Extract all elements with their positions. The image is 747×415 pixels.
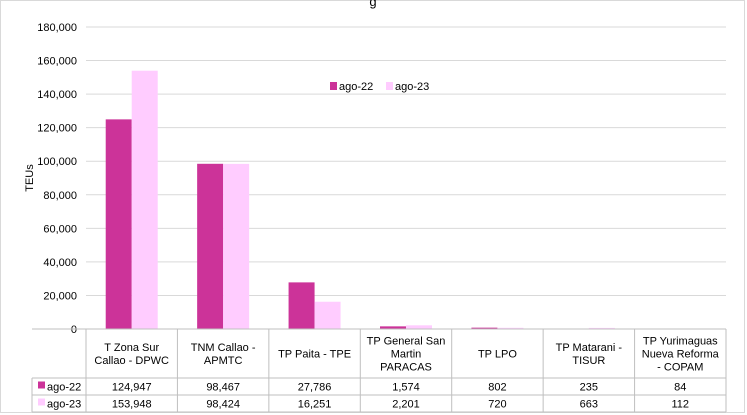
data-cell: 98,424	[206, 399, 240, 411]
legend-label: ago-22	[339, 81, 373, 93]
data-cell: 663	[580, 399, 598, 411]
x-category-label: TNM Callao -APMTC	[191, 342, 256, 367]
x-category-label: TP LPO	[478, 349, 517, 361]
chart-title: g	[369, 0, 376, 9]
bar-ago-22-2	[288, 282, 315, 329]
table-series-label: ago-23	[47, 399, 81, 411]
data-cell: 802	[488, 382, 506, 394]
legend-label: ago-23	[395, 81, 429, 93]
x-category-label: T Zona Sur Callao - DPWC	[94, 342, 169, 367]
legend-key-ago-23	[386, 82, 393, 90]
data-cell: 27,786	[298, 382, 332, 394]
data-cell: 84	[674, 382, 686, 394]
data-cell: 1,574	[392, 382, 420, 394]
y-tick-label: 160,000	[37, 56, 77, 68]
data-cell: 720	[488, 399, 506, 411]
y-tick-label: 20,000	[43, 290, 77, 302]
data-cell: 235	[580, 382, 598, 394]
y-tick-label: 60,000	[43, 223, 77, 235]
x-category-label: TP Matarani -TISUR	[556, 342, 623, 367]
bar-ago-23-0	[131, 70, 158, 329]
bar-ago-23-5	[588, 327, 615, 329]
x-category-label: TP Yurimaguas Nueva Reforma - COPAM	[642, 336, 720, 374]
table-legend-key	[38, 381, 45, 389]
data-cell: 16,251	[298, 399, 332, 411]
bar-ago-22-3	[380, 326, 406, 329]
data-cell: 98,467	[206, 382, 240, 394]
x-category-label: TP General San Martin PARACAS	[367, 336, 446, 374]
bar-ago-22-1	[197, 163, 224, 329]
data-cell: 124,947	[112, 382, 152, 394]
bar-ago-23-1	[223, 163, 250, 329]
data-cell: 2,201	[392, 399, 420, 411]
bar-ago-22-0	[105, 119, 132, 329]
bar-ago-23-2	[314, 301, 341, 329]
y-tick-label: 0	[71, 324, 77, 336]
y-tick-label: 140,000	[37, 89, 77, 101]
table-series-label: ago-22	[47, 382, 81, 394]
legend-key-ago-22	[330, 82, 337, 90]
y-axis-title: TEUs	[24, 164, 36, 192]
y-tick-label: 100,000	[37, 156, 77, 168]
bar-ago-22-4	[471, 327, 498, 329]
data-cell: 112	[672, 399, 690, 411]
x-category-label: TP Paita - TPE	[278, 349, 351, 361]
y-tick-label: 80,000	[43, 190, 77, 202]
data-cell: 153,948	[112, 399, 152, 411]
table-legend-key	[38, 398, 45, 406]
y-tick-label: 40,000	[43, 257, 77, 269]
y-tick-label: 180,000	[37, 22, 77, 34]
bar-ago-23-4	[497, 327, 524, 329]
y-tick-label: 120,000	[37, 123, 77, 135]
bar-ago-23-3	[406, 325, 432, 329]
